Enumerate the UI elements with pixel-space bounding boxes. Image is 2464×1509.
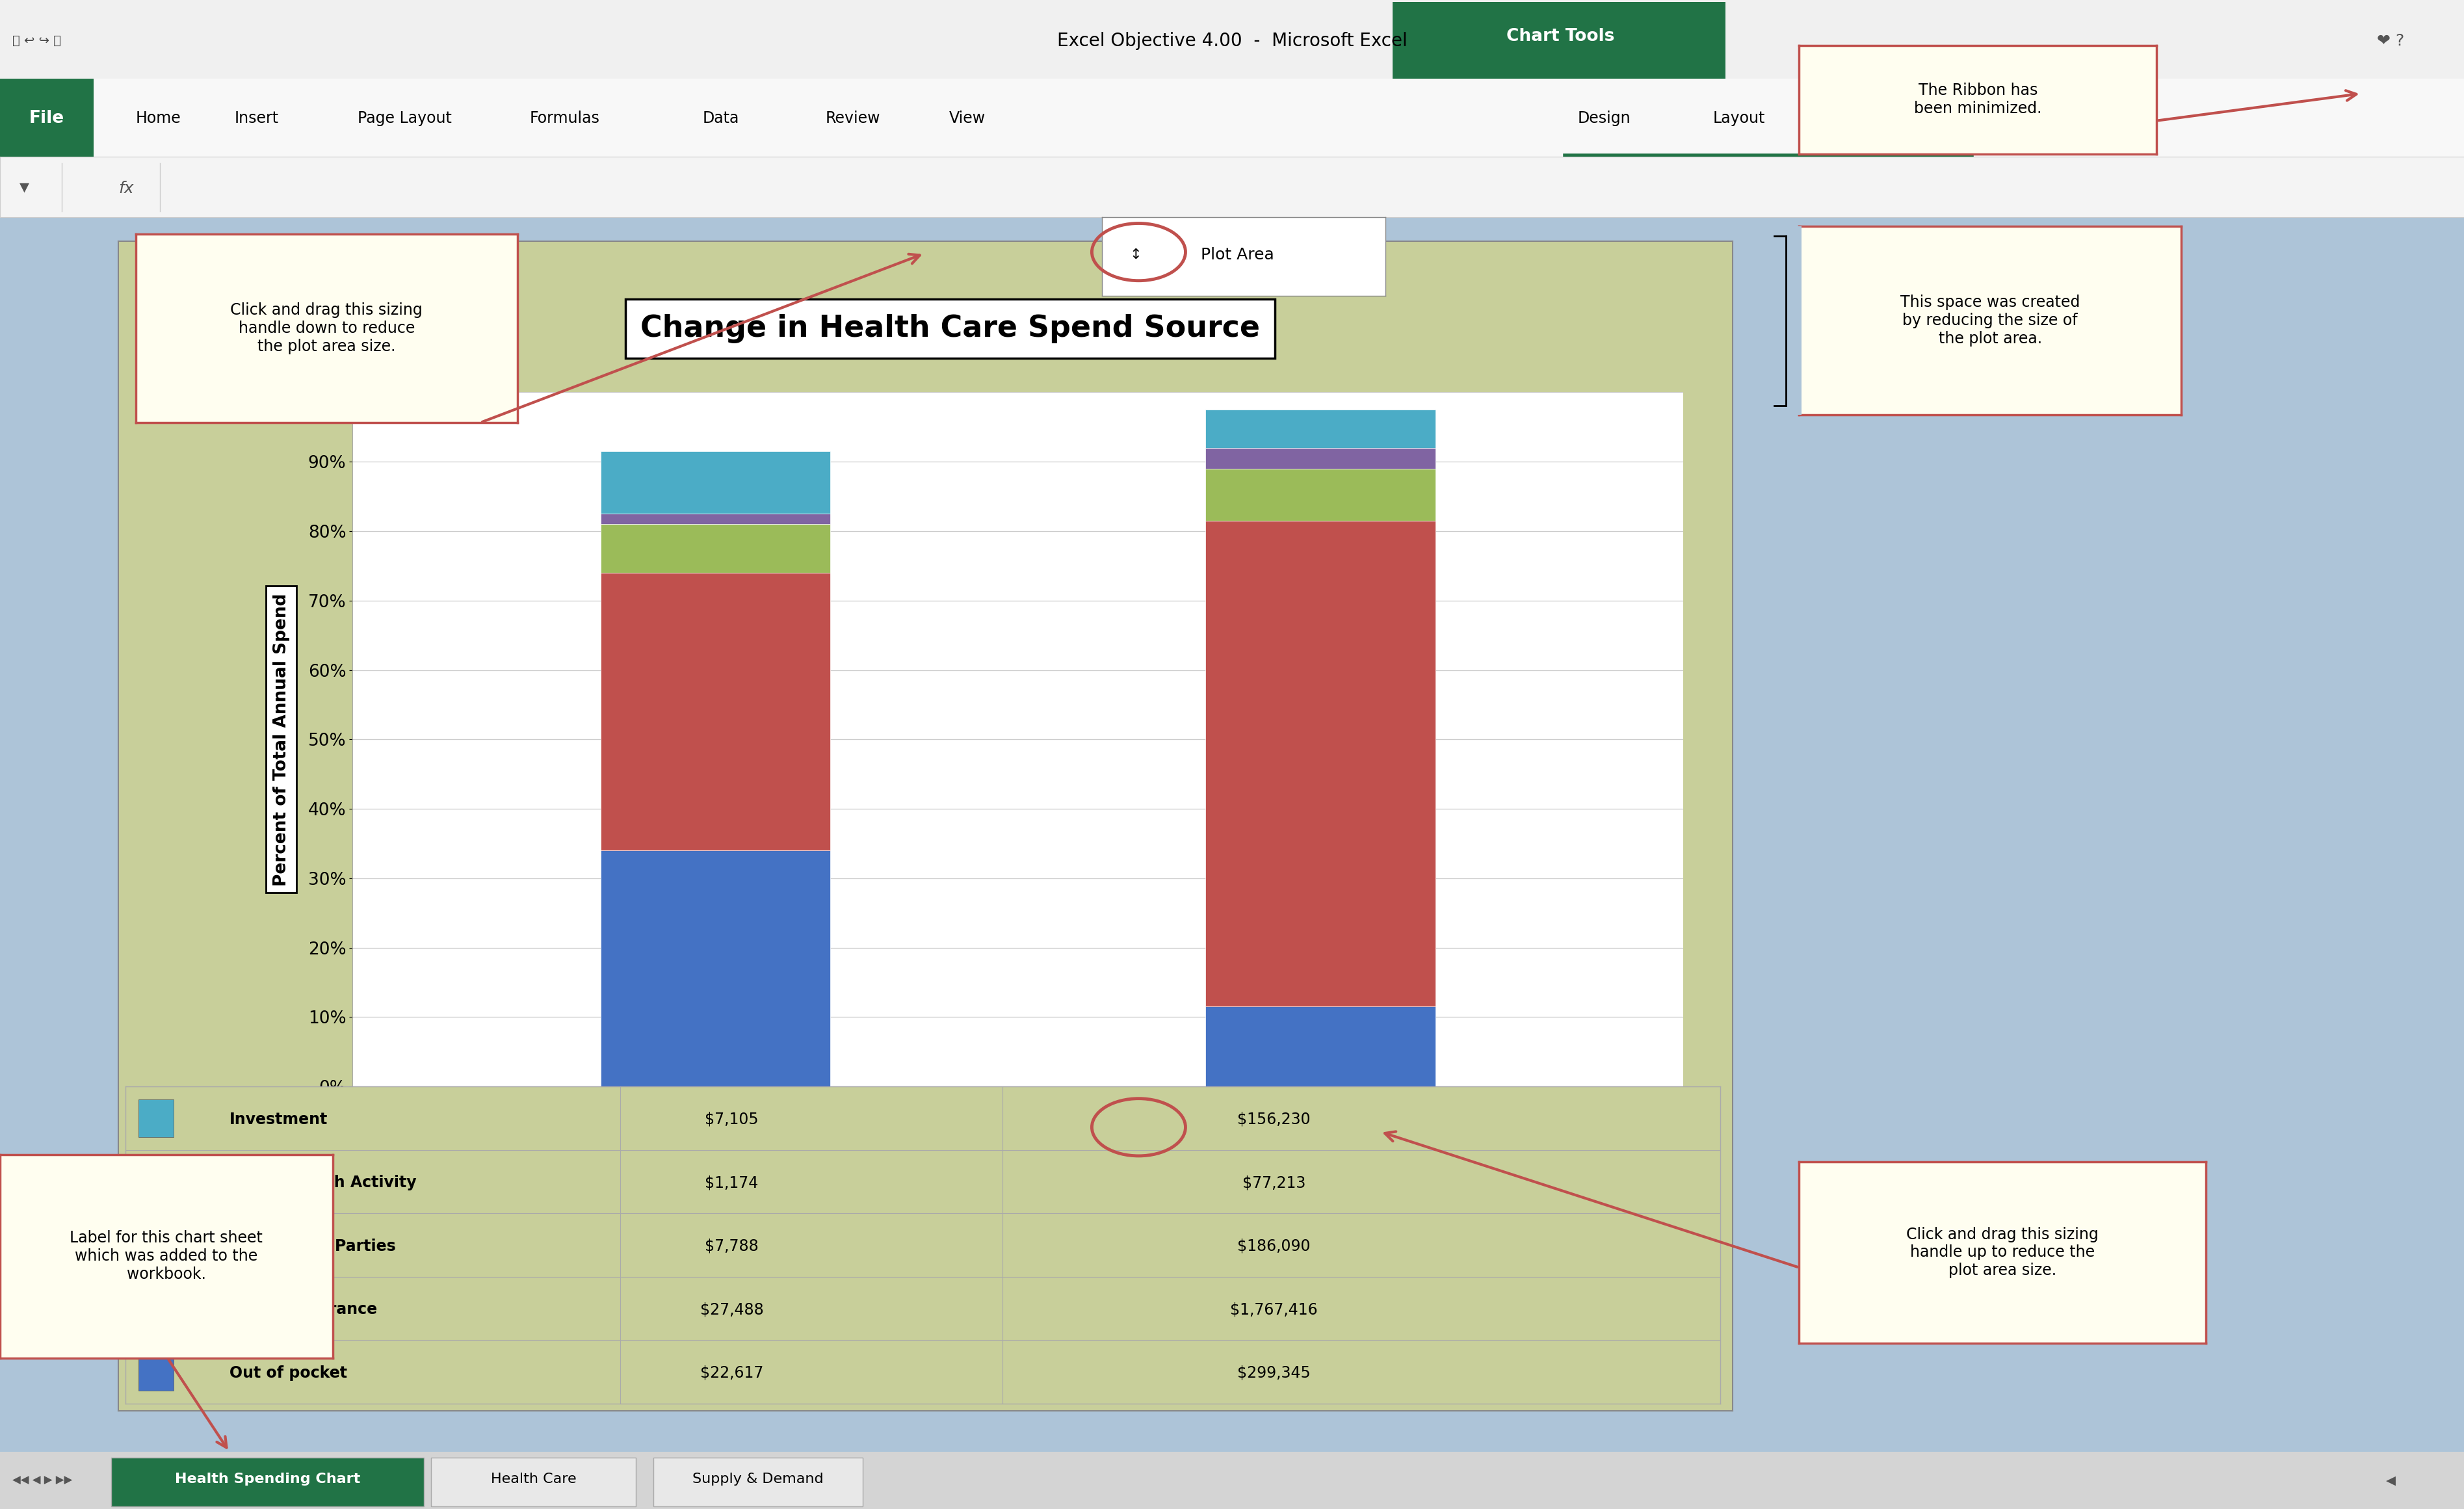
Text: 🗒 ↩ ↪ 🖨: 🗒 ↩ ↪ 🖨 <box>12 35 62 47</box>
Text: Data: Data <box>702 110 739 127</box>
Text: Label for this chart sheet
which was added to the
workbook.: Label for this chart sheet which was add… <box>69 1230 264 1283</box>
Text: Change in Health Care Spend Source: Change in Health Care Spend Source <box>641 314 1259 344</box>
Text: Page Layout: Page Layout <box>357 110 451 127</box>
Bar <box>111 1458 424 1506</box>
Text: Out of pocket: Out of pocket <box>229 1366 347 1381</box>
Text: $27,488: $27,488 <box>700 1302 764 1317</box>
Bar <box>1205 1007 1434 1086</box>
Bar <box>601 451 830 513</box>
Text: ↕: ↕ <box>1129 249 1141 261</box>
Text: $77,213: $77,213 <box>1242 1176 1306 1191</box>
Bar <box>601 524 830 573</box>
Text: Click and drag this sizing
handle down to reduce
the plot area size.: Click and drag this sizing handle down t… <box>229 302 424 355</box>
Bar <box>0 78 94 158</box>
Text: View: View <box>949 110 986 127</box>
Text: Other Third Parties: Other Third Parties <box>229 1239 397 1254</box>
Bar <box>431 1458 636 1506</box>
Text: ❤ ?: ❤ ? <box>2375 33 2405 48</box>
Bar <box>138 1162 172 1201</box>
Text: Supply & Demand: Supply & Demand <box>692 1473 823 1486</box>
Text: $1,767,416: $1,767,416 <box>1230 1302 1318 1317</box>
Text: Insert: Insert <box>234 110 278 127</box>
Text: Health Spending Chart: Health Spending Chart <box>175 1473 360 1486</box>
Text: Health Insurance: Health Insurance <box>229 1302 377 1317</box>
Text: ◀◀ ◀ ▶ ▶▶: ◀◀ ◀ ▶ ▶▶ <box>12 1474 71 1486</box>
Bar <box>1205 521 1434 1007</box>
Bar <box>601 851 830 1086</box>
Bar <box>601 513 830 524</box>
Text: $7,105: $7,105 <box>705 1112 759 1127</box>
Text: Investment: Investment <box>229 1112 328 1127</box>
Text: fx: fx <box>118 181 133 196</box>
Text: This space was created
by reducing the size of
the plot area.: This space was created by reducing the s… <box>1900 294 2080 347</box>
Bar <box>138 1225 172 1265</box>
Bar <box>653 1458 862 1506</box>
Text: $156,230: $156,230 <box>1237 1112 1311 1127</box>
Text: Review: Review <box>825 110 880 127</box>
Text: File: File <box>30 110 64 127</box>
Bar <box>138 1289 172 1328</box>
Text: $22,617: $22,617 <box>700 1366 764 1381</box>
Bar <box>1205 448 1434 469</box>
Y-axis label: Percent of Total Annual Spend: Percent of Total Annual Spend <box>274 593 291 886</box>
Text: Chart Tools: Chart Tools <box>1506 29 1614 45</box>
Bar <box>1205 410 1434 448</box>
Text: $1,174: $1,174 <box>705 1176 759 1191</box>
Bar <box>138 1352 172 1391</box>
Text: ▼: ▼ <box>20 181 30 193</box>
Text: Formulas: Formulas <box>530 110 599 127</box>
Text: $7,788: $7,788 <box>705 1239 759 1254</box>
Text: Health Care: Health Care <box>490 1473 577 1486</box>
Bar <box>1205 469 1434 521</box>
Text: Format: Format <box>1836 110 1890 127</box>
Text: $299,345: $299,345 <box>1237 1366 1311 1381</box>
Text: Home: Home <box>136 110 180 127</box>
Text: The Ribbon has
been minimized.: The Ribbon has been minimized. <box>1915 83 2040 116</box>
Bar <box>1392 2 1725 80</box>
Text: Plot Area: Plot Area <box>1200 247 1274 263</box>
Text: Design: Design <box>1577 110 1631 127</box>
Text: Public Health Activity: Public Health Activity <box>229 1176 416 1191</box>
Bar <box>138 1099 172 1138</box>
Text: ◀: ◀ <box>2385 1474 2395 1486</box>
Text: $186,090: $186,090 <box>1237 1239 1311 1254</box>
Text: Layout: Layout <box>1712 110 1764 127</box>
Text: Click and drag this sizing
handle up to reduce the
plot area size.: Click and drag this sizing handle up to … <box>1905 1227 2099 1278</box>
Bar <box>601 573 830 851</box>
Text: Excel Objective 4.00  -  Microsoft Excel: Excel Objective 4.00 - Microsoft Excel <box>1057 32 1407 50</box>
